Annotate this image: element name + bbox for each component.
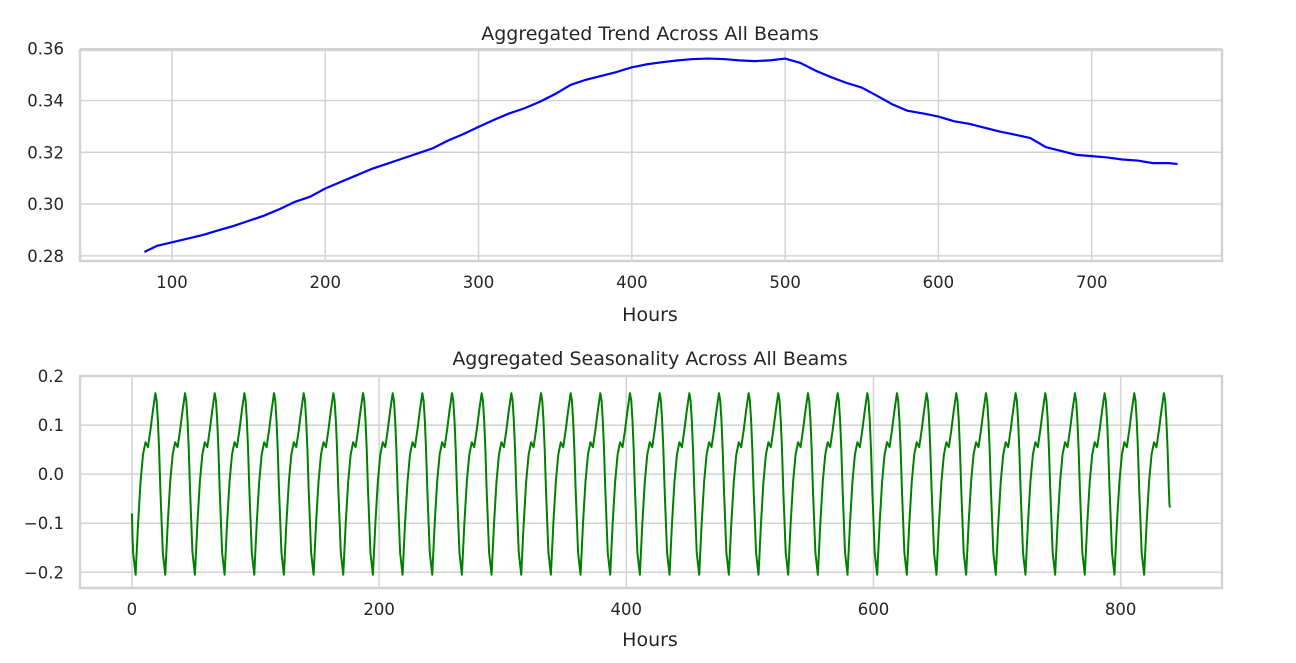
trend-x-tick-label: 700 <box>1076 273 1108 292</box>
trend-chart-title: Aggregated Trend Across All Beams <box>481 23 819 45</box>
trend-x-tick-label: 600 <box>923 273 955 292</box>
trend-chart: Aggregated Trend Across All Beams 0.280.… <box>27 23 1224 326</box>
trend-x-tick-label: 500 <box>769 273 801 292</box>
trend-y-tick-label: 0.30 <box>27 195 64 214</box>
trend-y-tick-label: 0.28 <box>27 247 64 266</box>
seasonality-y-tick-label: −0.2 <box>24 563 64 582</box>
trend-x-axis-label: Hours <box>622 304 678 326</box>
seasonality-y-tick-label: 0.0 <box>38 465 64 484</box>
trend-y-tick-label: 0.36 <box>27 40 64 59</box>
seasonality-plot-frame <box>78 374 1224 590</box>
seasonality-x-tick-label: 600 <box>858 600 890 619</box>
seasonality-x-tick-label: 200 <box>363 600 395 619</box>
seasonality-x-tick-label: 400 <box>611 600 643 619</box>
seasonality-x-tick-labels: 0 200 400 600 800 <box>127 600 1137 619</box>
trend-y-tick-labels: 0.28 0.30 0.32 0.34 0.36 <box>27 40 64 266</box>
seasonality-y-tick-label: 0.1 <box>38 416 64 435</box>
trend-x-tick-label: 200 <box>310 273 342 292</box>
seasonality-chart: Aggregated Seasonality Across All Beams … <box>24 348 1224 651</box>
trend-y-tick-label: 0.32 <box>27 143 64 162</box>
seasonality-series-line <box>130 392 1172 576</box>
trend-plot-frame <box>78 48 1224 263</box>
seasonality-y-tick-label: 0.2 <box>38 367 64 386</box>
seasonality-x-axis-label: Hours <box>622 629 678 651</box>
trend-x-tick-label: 300 <box>463 273 495 292</box>
trend-series-line <box>143 57 1178 253</box>
trend-gridlines <box>80 47 1222 261</box>
seasonality-chart-title: Aggregated Seasonality Across All Beams <box>452 348 847 370</box>
seasonality-x-tick-label: 0 <box>127 600 138 619</box>
seasonality-x-tick-label: 800 <box>1105 600 1137 619</box>
seasonality-y-tick-label: −0.1 <box>24 514 64 533</box>
trend-x-tick-label: 100 <box>156 273 188 292</box>
trend-x-tick-labels: 100 200 300 400 500 600 700 <box>156 273 1107 292</box>
seasonality-y-tick-labels: −0.2 −0.1 0.0 0.1 0.2 <box>24 367 64 582</box>
trend-y-tick-label: 0.34 <box>27 91 64 110</box>
trend-x-tick-label: 400 <box>616 273 648 292</box>
